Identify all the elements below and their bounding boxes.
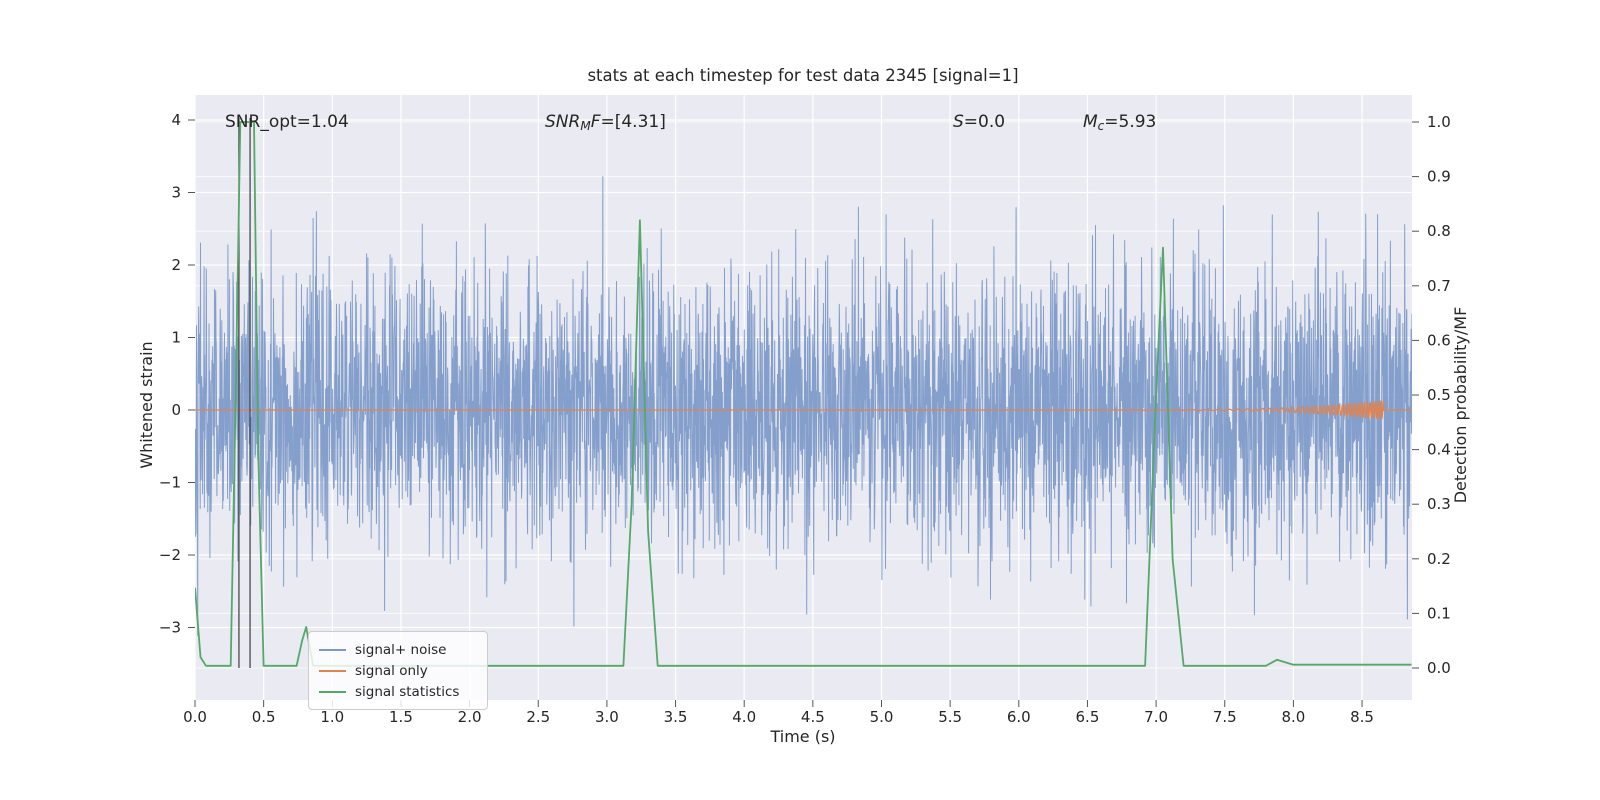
annotation-s-value: =0.0 [964,112,1005,132]
legend-item-signal-statistics: signal statistics [319,681,477,702]
svg-text:0.6: 0.6 [1427,331,1451,349]
annotation-snr-mf: SNRMF=[4.31] [545,112,666,133]
annotation-mc-sub: c [1098,119,1105,133]
svg-text:0.3: 0.3 [1427,495,1451,513]
svg-text:7.0: 7.0 [1144,708,1168,726]
legend-label-signal-noise: signal+ noise [355,641,447,658]
svg-text:0.0: 0.0 [1427,659,1451,677]
svg-text:4: 4 [171,111,181,129]
svg-text:0.0: 0.0 [183,708,207,726]
series-signal-statistics [195,121,1412,667]
svg-text:3.5: 3.5 [664,708,688,726]
legend-item-signal-only: signal only [319,660,477,681]
legend-label-signal-statistics: signal statistics [355,683,460,700]
annotation-s-main: S [953,112,964,132]
svg-text:2.5: 2.5 [526,708,550,726]
svg-text:8.5: 8.5 [1350,708,1374,726]
legend-swatch-signal-only [319,669,346,672]
generated-layers: −3 −2 −1 0 1 2 3 4 0.0 0.1 0.2 0.3 0.4 0.5 0.6 0.7 0.8 0.… [159,95,1451,726]
svg-text:7.5: 7.5 [1213,708,1237,726]
svg-text:0.5: 0.5 [1427,386,1451,404]
svg-text:−1: −1 [159,474,181,492]
legend-label-signal-only: signal only [355,662,428,679]
annotation-s: S=0.0 [953,112,1005,132]
legend-swatch-signal-statistics [319,690,346,693]
legend-swatch-signal-noise [319,648,346,651]
annotation-mc-value: =5.93 [1104,112,1156,132]
svg-text:0: 0 [171,401,181,419]
svg-text:3.0: 3.0 [595,708,619,726]
annotation-snr-mf-sub: M [580,119,591,133]
chart-title: stats at each timestep for test data 234… [587,66,1018,85]
svg-text:0.7: 0.7 [1427,277,1451,295]
svg-text:4.5: 4.5 [801,708,825,726]
svg-text:1.0: 1.0 [1427,113,1451,131]
svg-text:0.2: 0.2 [1427,550,1451,568]
annotation-snr-mf-main: SNR [545,112,580,132]
svg-text:0.1: 0.1 [1427,604,1451,622]
annotation-snr-opt: SNR_opt=1.04 [225,112,349,132]
svg-text:0.9: 0.9 [1427,168,1451,186]
svg-text:0.5: 0.5 [252,708,276,726]
annotation-mc-main: M [1083,112,1098,132]
annotation-snr-opt-text: SNR_opt=1.04 [225,112,349,132]
svg-text:5.5: 5.5 [938,708,962,726]
series-signal-only [195,399,1412,421]
annotation-mc: Mc=5.93 [1083,112,1156,133]
svg-text:1.0: 1.0 [320,708,344,726]
svg-text:1: 1 [171,329,181,347]
y-axis-right-label: Detection probability/MF [1451,307,1470,504]
legend: signal+ noise signal only signal statist… [308,631,488,710]
svg-text:6.5: 6.5 [1076,708,1100,726]
svg-text:2.0: 2.0 [458,708,482,726]
svg-text:8.0: 8.0 [1281,708,1305,726]
series-signal-plus-noise [195,176,1412,636]
annotation-snr-mf-tail: F [591,112,601,132]
annotation-snr-mf-value: =[4.31] [600,112,665,132]
svg-text:3: 3 [171,184,181,202]
svg-text:5.0: 5.0 [870,708,894,726]
svg-text:6.0: 6.0 [1007,708,1031,726]
svg-text:1.5: 1.5 [389,708,413,726]
x-axis-label: Time (s) [769,727,835,746]
svg-text:0.8: 0.8 [1427,222,1451,240]
svg-text:−3: −3 [159,619,181,637]
svg-text:0.4: 0.4 [1427,441,1451,459]
svg-text:2: 2 [171,256,181,274]
y-axis-left-label: Whitened strain [137,341,156,468]
svg-text:−2: −2 [159,546,181,564]
svg-text:4.0: 4.0 [732,708,756,726]
legend-item-signal-noise: signal+ noise [319,639,477,660]
